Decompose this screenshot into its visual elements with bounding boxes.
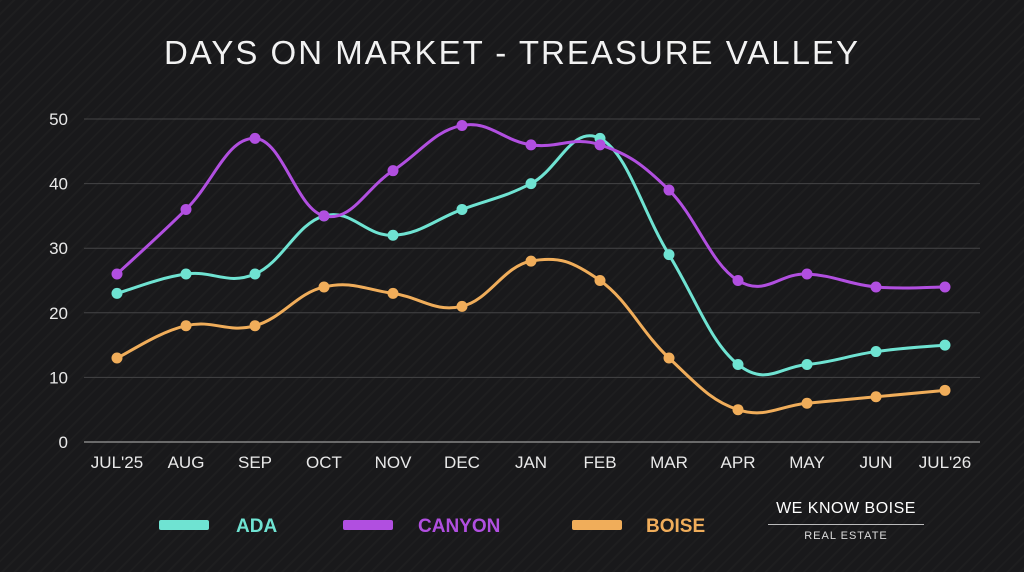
data-point-canyon: [663, 184, 675, 196]
data-point-canyon: [387, 165, 399, 177]
y-axis-ticks: 0 10 20 30 40 50: [49, 110, 68, 452]
x-tick-label: OCT: [306, 453, 342, 472]
series-points: [111, 119, 951, 416]
y-tick-label: 30: [49, 239, 68, 258]
data-point-boise: [939, 384, 951, 396]
data-point-boise: [180, 320, 192, 332]
data-point-canyon: [732, 275, 744, 286]
x-tick-label: MAR: [650, 453, 688, 472]
data-point-ada: [732, 358, 744, 370]
data-point-ada: [939, 339, 951, 351]
x-axis-ticks: JUL'25 AUG SEP OCT NOV DEC JAN FEB MAR APR MAY JUN J…: [91, 453, 971, 472]
x-tick-label: MAY: [789, 453, 825, 472]
series-line-boise: [115, 257, 947, 415]
data-point-boise: [318, 281, 330, 293]
data-point-boise: [663, 352, 675, 364]
x-tick-label: FEB: [583, 453, 616, 472]
x-tick-label: AUG: [168, 453, 205, 472]
x-tick-label: JUL'26: [919, 453, 971, 472]
data-point-canyon: [111, 268, 123, 280]
data-point-ada: [663, 249, 675, 261]
x-tick-label: APR: [721, 453, 756, 472]
data-point-canyon: [249, 132, 261, 144]
data-point-canyon: [180, 203, 192, 215]
data-point-canyon: [939, 281, 951, 293]
legend-swatch-ada: [159, 520, 209, 530]
data-point-canyon: [801, 268, 813, 280]
y-tick-label: 20: [49, 304, 68, 323]
x-tick-label: JUN: [859, 453, 892, 472]
data-point-boise: [249, 320, 261, 332]
data-point-ada: [525, 178, 537, 190]
data-point-canyon: [318, 210, 330, 222]
x-tick-label: JUL'25: [91, 453, 143, 472]
brand-logo: WE KNOW BOISE REAL ESTATE: [768, 500, 924, 542]
legend-label-boise: BOISE: [646, 516, 705, 537]
y-tick-label: 0: [59, 433, 68, 452]
data-point-ada: [249, 268, 261, 280]
x-tick-label: SEP: [238, 453, 272, 472]
logo-main-text: WE KNOW BOISE: [768, 500, 924, 525]
data-point-canyon: [870, 281, 882, 293]
data-point-boise: [870, 391, 882, 403]
data-point-canyon: [456, 119, 468, 131]
x-tick-label: NOV: [375, 453, 413, 472]
x-tick-label: JAN: [515, 453, 547, 472]
legend-swatch-canyon: [343, 520, 393, 530]
y-tick-label: 40: [49, 175, 68, 194]
data-point-canyon: [594, 139, 606, 151]
y-tick-label: 10: [49, 368, 68, 387]
data-point-ada: [801, 358, 813, 370]
data-point-ada: [111, 287, 123, 299]
series-lines: [115, 123, 947, 415]
data-point-boise: [111, 352, 123, 364]
chart-title: DAYS ON MARKET - TREASURE VALLEY: [163, 34, 861, 71]
data-point-boise: [594, 275, 606, 286]
data-point-ada: [180, 268, 192, 280]
legend-swatch-boise: [572, 520, 622, 530]
legend-label-ada: ADA: [236, 516, 277, 537]
legend-label-canyon: CANYON: [418, 516, 500, 537]
x-tick-label: DEC: [444, 453, 480, 472]
data-point-ada: [870, 346, 882, 358]
series-line-ada: [115, 134, 947, 377]
data-point-boise: [456, 300, 468, 312]
data-point-boise: [801, 397, 813, 409]
grid-lines: [84, 118, 980, 443]
data-point-ada: [387, 229, 399, 241]
legend: ADA CANYON BOISE: [159, 516, 705, 537]
y-tick-label: 50: [49, 110, 68, 129]
logo-sub-text: REAL ESTATE: [804, 530, 888, 542]
data-point-boise: [387, 287, 399, 299]
data-point-ada: [456, 203, 468, 215]
data-point-boise: [732, 404, 744, 416]
data-point-canyon: [525, 139, 537, 151]
data-point-boise: [525, 255, 537, 267]
